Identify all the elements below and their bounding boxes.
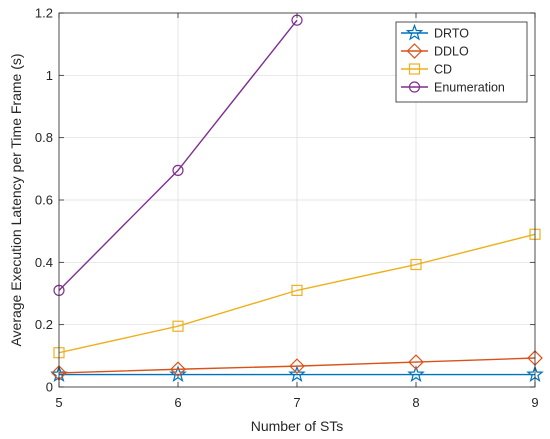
legend-label: DDLO bbox=[434, 45, 469, 59]
series-line bbox=[58, 357, 536, 374]
y-tick-label: 0.4 bbox=[35, 255, 53, 270]
series-line bbox=[58, 233, 536, 354]
x-tick-label: 8 bbox=[412, 395, 419, 410]
y-tick-label: 0.8 bbox=[35, 130, 53, 145]
data-point bbox=[169, 365, 187, 383]
series-line bbox=[58, 19, 298, 291]
legend-marker bbox=[408, 63, 421, 75]
data-point bbox=[289, 358, 305, 374]
x-tick-label: 6 bbox=[174, 395, 181, 410]
legend-marker bbox=[408, 81, 421, 93]
legend-entry: CD bbox=[401, 63, 452, 77]
y-tick-label: 1.2 bbox=[35, 6, 53, 21]
y-axis-label: Average Execution Latency per Time Frame… bbox=[8, 53, 24, 346]
x-tick-label: 7 bbox=[293, 395, 300, 410]
legend-marker bbox=[406, 43, 423, 59]
data-point bbox=[172, 320, 184, 332]
y-tick-label: 0 bbox=[46, 380, 53, 395]
x-axis-label: Number of STs bbox=[251, 418, 344, 434]
data-point bbox=[170, 361, 186, 378]
data-point bbox=[291, 284, 303, 296]
legend-label: CD bbox=[434, 63, 452, 77]
legend-marker bbox=[405, 23, 424, 41]
data-point bbox=[408, 354, 424, 370]
y-tick-label: 1 bbox=[46, 68, 53, 83]
legend-entry: Enumeration bbox=[401, 81, 505, 95]
data-point bbox=[407, 365, 425, 383]
legend-entry: DRTO bbox=[401, 23, 469, 41]
series-layer bbox=[50, 14, 544, 383]
data-point bbox=[288, 365, 306, 383]
legend-label: DRTO bbox=[434, 27, 469, 41]
legend: DRTO DDLO CD Enumeration bbox=[395, 21, 528, 103]
x-tick-label: 9 bbox=[531, 395, 538, 410]
legend-label: Enumeration bbox=[434, 81, 505, 95]
y-tick-label: 0.2 bbox=[35, 317, 53, 332]
series-ddlo bbox=[51, 350, 543, 381]
data-point bbox=[410, 258, 422, 271]
y-tick-label: 0.6 bbox=[35, 193, 53, 208]
data-point bbox=[172, 164, 184, 176]
x-tick-label: 5 bbox=[55, 395, 62, 410]
legend-entry: DDLO bbox=[401, 43, 469, 59]
axis-ticks: 5 6 7 8 9 0 0.2 0.4 0.6 0.8 1 1.2 bbox=[35, 6, 539, 411]
